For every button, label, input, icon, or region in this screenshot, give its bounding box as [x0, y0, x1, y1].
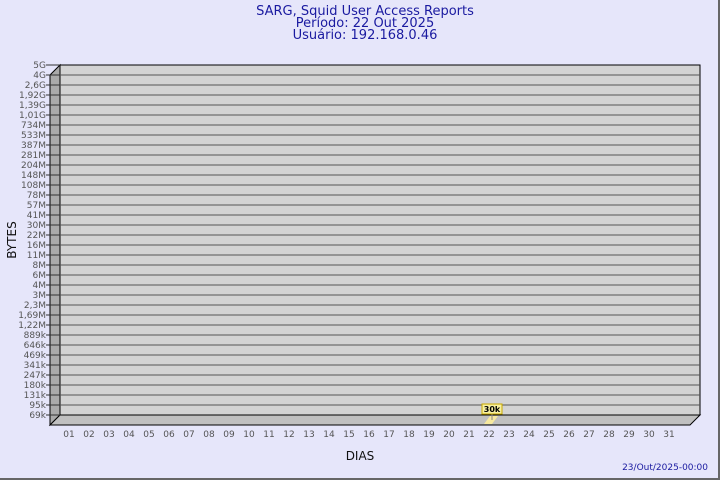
y-tick-label: 108M: [21, 181, 46, 191]
x-tick-label: 20: [443, 430, 455, 440]
y-tick-label: 1,22M: [18, 321, 46, 331]
y-tick-label: 734M: [21, 121, 46, 131]
x-tick-label: 21: [463, 430, 474, 440]
x-tick-label: 17: [383, 430, 394, 440]
x-tick-label: 24: [523, 430, 535, 440]
x-tick-label: 25: [543, 430, 554, 440]
chart-title: SARG, Squid User Access Reports: [256, 4, 474, 19]
y-tick-label: 889k: [24, 331, 47, 341]
y-axis-label: BYTES: [5, 221, 19, 258]
x-tick-label: 04: [123, 430, 135, 440]
y-tick-label: 22M: [27, 231, 46, 241]
x-tick-label: 13: [303, 430, 314, 440]
y-tick-label: 204M: [21, 161, 46, 171]
y-tick-label: 646k: [24, 341, 47, 351]
y-tick-label: 41M: [27, 211, 46, 221]
bar-22: [484, 416, 498, 424]
y-tick-label: 30M: [27, 221, 46, 231]
bar-label-box: [481, 403, 503, 415]
x-tick-label: 02: [83, 430, 94, 440]
x-tick-label: 31: [663, 430, 674, 440]
x-tick-label: 06: [163, 430, 175, 440]
y-tick-label: 148M: [21, 171, 46, 181]
x-tick-label: 11: [263, 430, 274, 440]
x-tick-label: 03: [103, 430, 114, 440]
x-tick-label: 18: [403, 430, 415, 440]
y-tick-label: 387M: [21, 141, 46, 151]
x-tick-label: 14: [323, 430, 335, 440]
x-tick-label: 08: [203, 430, 215, 440]
x-tick-label: 09: [223, 430, 235, 440]
y-tick-label: 533M: [21, 131, 46, 141]
y-tick-label: 11M: [27, 251, 46, 261]
x-tick-label: 10: [243, 430, 255, 440]
chart-subtitle-period: Período: 22 Out 2025: [296, 16, 434, 31]
y-tick-label: 4M: [33, 281, 47, 291]
y-tick-label: 95k: [29, 401, 46, 411]
y-tick-label: 180k: [24, 381, 47, 391]
plot-back-wall: [59, 64, 701, 416]
y-tick-label: 5G: [33, 61, 46, 71]
chart-subtitle-user: Usuário: 192.168.0.46: [293, 28, 438, 43]
x-tick-label: 12: [283, 430, 294, 440]
y-tick-label: 281M: [21, 151, 46, 161]
y-tick-label: 69k: [29, 411, 46, 421]
y-tick-label: 1,92G: [19, 91, 46, 101]
y-tick-label: 8M: [33, 261, 47, 271]
y-tick-label: 1,39G: [19, 101, 46, 111]
x-tick-label: 23: [503, 430, 514, 440]
bar-data-label: 30k: [484, 405, 501, 414]
x-tick-label: 07: [183, 430, 194, 440]
y-tick-label: 4G: [33, 71, 46, 81]
y-tick-label: 16M: [27, 241, 46, 251]
y-tick-label: 6M: [33, 271, 47, 281]
x-tick-label: 01: [63, 430, 74, 440]
y-tick-label: 2,3M: [24, 301, 46, 311]
generated-timestamp: 23/Out/2025-00:00: [622, 463, 708, 473]
x-tick-label: 22: [483, 430, 494, 440]
x-tick-label: 27: [583, 430, 594, 440]
y-tick-label: 247k: [24, 371, 47, 381]
y-tick-label: 341k: [24, 361, 47, 371]
x-tick-label: 05: [143, 430, 154, 440]
y-tick-label: 1,01G: [19, 111, 46, 121]
x-tick-label: 26: [563, 430, 575, 440]
y-tick-label: 57M: [27, 201, 46, 211]
y-tick-label: 131k: [24, 391, 47, 401]
y-tick-label: 469k: [24, 351, 47, 361]
plot-floor: [48, 414, 702, 426]
y-tick-label: 78M: [27, 191, 46, 201]
x-tick-label: 29: [623, 430, 635, 440]
x-tick-label: 19: [423, 430, 435, 440]
y-tick-label: 2,6G: [25, 81, 46, 91]
x-axis-label: DIAS: [346, 449, 375, 463]
x-tick-label: 28: [603, 430, 615, 440]
x-tick-label: 16: [363, 430, 375, 440]
y-tick-label: 3M: [33, 291, 47, 301]
y-tick-label: 1,69M: [18, 311, 46, 321]
x-tick-label: 30: [643, 430, 655, 440]
x-tick-label: 15: [343, 430, 354, 440]
